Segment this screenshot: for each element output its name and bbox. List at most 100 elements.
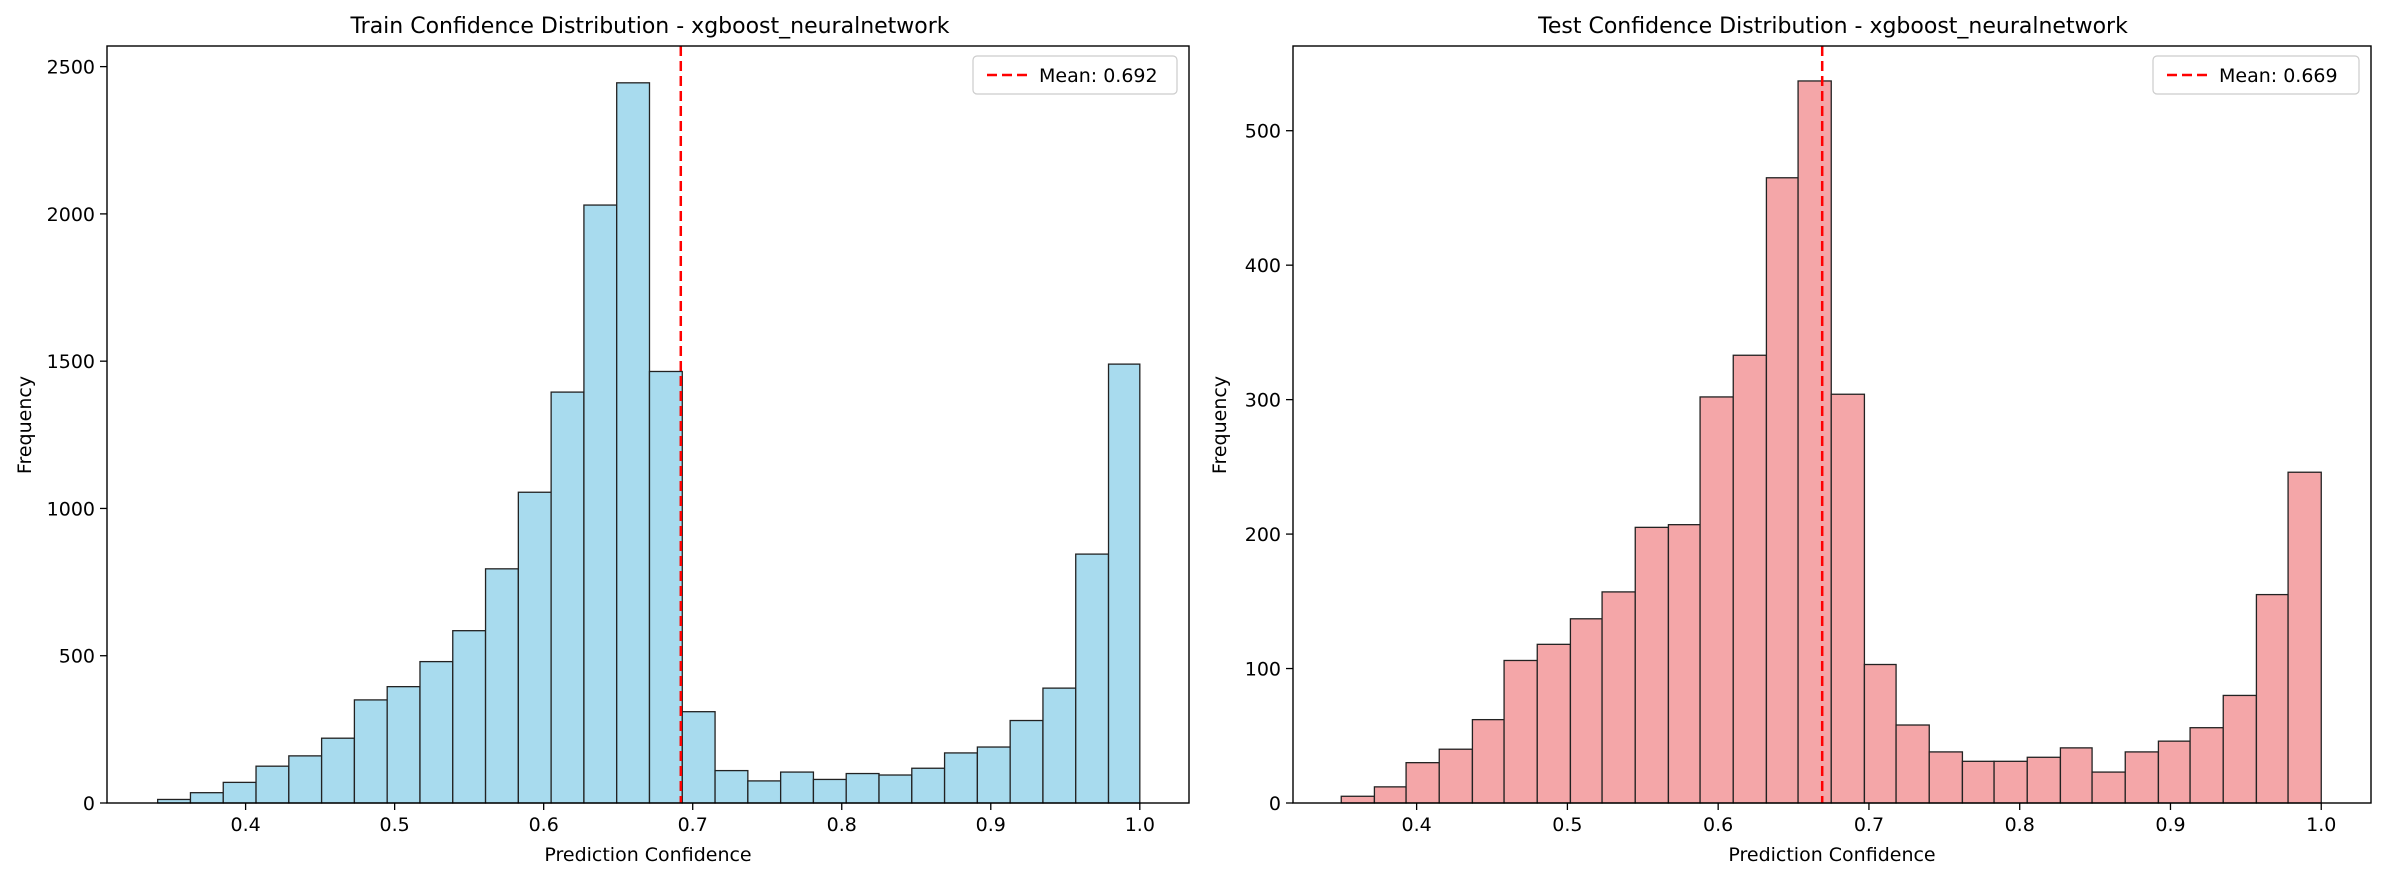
histogram-bar <box>1536 643 1572 804</box>
histogram-bar <box>1569 618 1603 804</box>
histogram-bar <box>2287 471 2322 804</box>
histogram-bar <box>255 765 290 804</box>
x-tick-label: 0.4 <box>1402 814 1432 836</box>
histogram-bar <box>1373 786 1407 804</box>
histogram-bar <box>1601 591 1636 804</box>
histogram-bar <box>1471 718 1505 804</box>
histogram-bar <box>747 780 782 804</box>
y-tick-label: 0 <box>1269 793 1281 815</box>
histogram-bar <box>812 778 847 804</box>
histogram-bar <box>976 746 1011 804</box>
histogram-bar <box>189 792 224 804</box>
histogram-bar <box>550 391 585 804</box>
y-tick-label: 1000 <box>47 498 95 520</box>
histogram-bar <box>714 769 749 804</box>
y-tick-label: 500 <box>59 646 95 668</box>
histogram-bar <box>1107 363 1141 804</box>
histogram-bar <box>2189 727 2224 804</box>
histogram-bar <box>845 772 880 804</box>
x-tick-label: 0.5 <box>380 814 410 836</box>
y-tick-label: 2000 <box>47 204 95 226</box>
x-tick-label: 0.6 <box>529 814 559 836</box>
histogram-bar <box>1895 724 1930 804</box>
x-tick-label: 1.0 <box>1125 814 1155 836</box>
histogram-bar <box>517 491 552 804</box>
x-axis-label: Prediction Confidence <box>1728 844 1935 866</box>
chart-title: Train Confidence Distribution - xgboost_… <box>349 14 949 39</box>
histogram-bar <box>1503 659 1538 804</box>
histogram-bar <box>2059 747 2093 804</box>
legend: Mean: 0.692 <box>972 55 1178 95</box>
histogram-bar <box>943 752 979 804</box>
x-axis-ticks: 0.4 0.5 0.6 0.7 0.8 0.9 1.0 <box>230 803 1155 836</box>
histogram-bar <box>353 699 388 804</box>
y-tick-label: 100 <box>1245 659 1281 681</box>
histogram-bar <box>779 771 815 804</box>
histogram-bar <box>1075 553 1110 804</box>
histogram-bar <box>2124 751 2160 804</box>
histogram-bar <box>1863 663 1897 804</box>
legend-mean-label: Mean: 0.669 <box>2219 65 2338 87</box>
histogram-bar <box>1797 80 1832 804</box>
plot-frame <box>1292 45 2372 804</box>
histogram-bar <box>1830 393 1866 804</box>
histogram-bar <box>2091 771 2126 804</box>
histogram-bar <box>1667 524 1701 804</box>
y-tick-label: 0 <box>83 793 95 815</box>
histogram-bar <box>1699 396 1734 804</box>
histogram-bar <box>1993 760 2028 804</box>
histogram-bars <box>1340 80 2322 804</box>
legend-box <box>972 55 1178 95</box>
train-histogram-panel: Train Confidence Distribution - xgboost_… <box>14 14 1190 866</box>
x-tick-label: 0.4 <box>230 814 260 836</box>
x-tick-label: 0.9 <box>976 814 1006 836</box>
x-tick-label: 0.8 <box>827 814 857 836</box>
chart-title: Test Confidence Distribution - xgboost_n… <box>1537 14 2128 39</box>
histogram-bar <box>878 774 913 804</box>
x-tick-label: 0.9 <box>2155 814 2185 836</box>
y-axis-ticks: 0 500 1000 1500 2000 2500 <box>47 57 107 815</box>
legend-box <box>2152 55 2360 95</box>
y-tick-label: 200 <box>1245 524 1281 546</box>
x-axis-label: Prediction Confidence <box>544 844 751 866</box>
histogram-bar <box>1405 762 1440 804</box>
y-tick-label: 1500 <box>47 351 95 373</box>
histogram-bar <box>288 755 323 804</box>
histogram-bar <box>2222 694 2258 804</box>
y-axis-label: Frequency <box>14 376 36 474</box>
histogram-bar <box>911 767 946 804</box>
histogram-bar <box>320 737 356 804</box>
plot-frame <box>106 45 1190 804</box>
x-tick-label: 0.8 <box>2005 814 2035 836</box>
histogram-bar <box>419 660 454 804</box>
y-tick-label: 400 <box>1245 255 1281 277</box>
y-axis-label: Frequency <box>1209 376 1231 474</box>
histogram-bar <box>583 204 618 804</box>
y-tick-label: 500 <box>1245 121 1281 143</box>
histogram-bar <box>1042 687 1077 804</box>
x-tick-label: 0.7 <box>678 814 708 836</box>
x-axis-ticks: 0.4 0.5 0.6 0.7 0.8 0.9 1.0 <box>1402 803 2336 836</box>
histogram-bar <box>1438 748 1474 804</box>
test-histogram-panel: Test Confidence Distribution - xgboost_n… <box>1209 14 2372 866</box>
histogram-bar <box>1765 177 1799 804</box>
legend-mean-label: Mean: 0.692 <box>1039 65 1158 87</box>
x-tick-label: 1.0 <box>2306 814 2336 836</box>
x-tick-label: 0.5 <box>1552 814 1582 836</box>
histogram-bar <box>2157 740 2191 804</box>
histogram-bar <box>1732 354 1768 804</box>
histogram-bar <box>2255 593 2289 804</box>
histogram-bar <box>386 686 421 804</box>
histogram-bar <box>616 82 651 804</box>
histogram-bar <box>1634 526 1670 804</box>
y-axis-ticks: 0 100 200 300 400 500 <box>1245 121 1293 815</box>
x-tick-label: 0.7 <box>1854 814 1884 836</box>
x-tick-label: 0.6 <box>1703 814 1733 836</box>
histogram-bar <box>452 630 487 804</box>
histogram-bar <box>1340 795 1376 804</box>
histogram-bar <box>222 781 257 804</box>
y-tick-label: 300 <box>1245 390 1281 412</box>
histogram-bar <box>484 568 519 804</box>
histogram-bar <box>2026 756 2062 804</box>
